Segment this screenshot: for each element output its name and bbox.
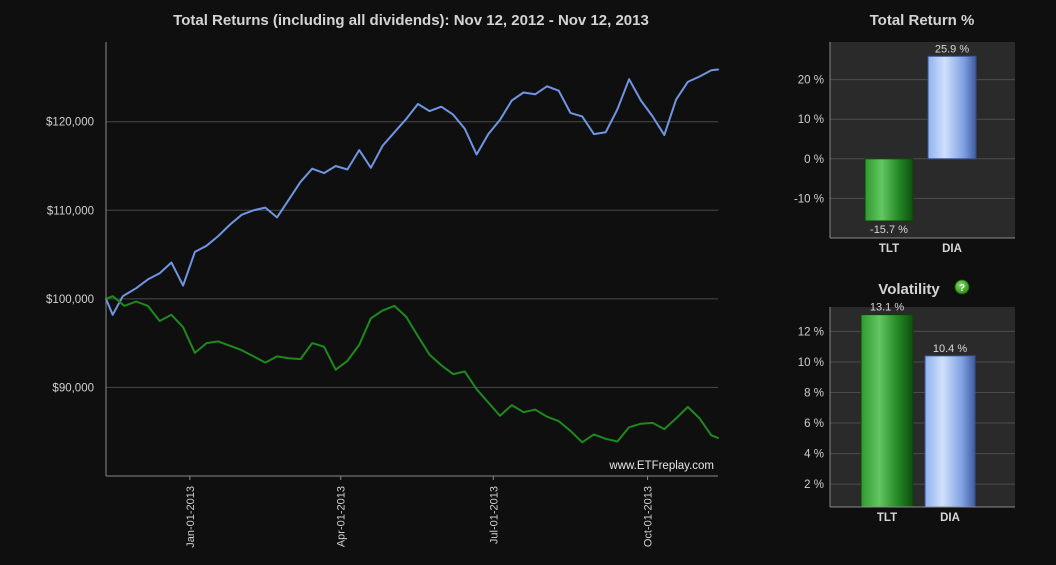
- line-chart-series: [105, 68, 719, 444]
- vol-category-label: TLT: [877, 512, 897, 524]
- svg-text:?: ?: [959, 283, 965, 294]
- tr-y-tick-label: 0 %: [804, 154, 824, 166]
- vol-category-label: DIA: [940, 512, 960, 524]
- total-return-plot-bg: [830, 42, 1015, 238]
- vol-value-label: 10.4 %: [933, 343, 967, 355]
- line-chart-y-tick-label: $100,000: [46, 294, 94, 306]
- volatility-chart: Volatility ? 12 % 10 % 8 % 6 % 4 % 2 % 13.1 %…: [798, 279, 1015, 524]
- tr-value-label: -15.7 %: [870, 224, 908, 236]
- vol-y-tick-label: 8 %: [804, 387, 824, 399]
- tr-y-tick-label: -10 %: [794, 193, 824, 205]
- vol-y-tick-label: 2 %: [804, 479, 824, 491]
- tr-category-label: TLT: [879, 243, 899, 255]
- volatility-plot-bg: [830, 307, 1015, 507]
- tr-y-tick-label: 20 %: [798, 75, 824, 87]
- vol-bar-dia: [924, 355, 976, 508]
- line-chart-x-tick-label: Apr-01-2013: [336, 486, 348, 547]
- tr-value-label: 25.9 %: [935, 43, 969, 55]
- total-return-chart: Total Return % 20 % 10 % 0 % -10 % -15.7 % T…: [794, 12, 1015, 255]
- total-return-title: Total Return %: [870, 12, 975, 29]
- line-chart-x-tick-label: Jan-01-2013: [185, 486, 197, 548]
- total-return-y-ticks: 20 % 10 % 0 % -10 %: [794, 75, 824, 206]
- tr-y-tick-label: 10 %: [798, 114, 824, 126]
- series-line-1: [105, 68, 719, 316]
- line-chart-x-ticks: Jan-01-2013 Apr-01-2013 Jul-01-2013 Oct-01-…: [185, 476, 655, 548]
- vol-bar-tlt: [860, 314, 914, 508]
- line-chart-y-tick-label: $90,000: [52, 382, 94, 394]
- series-line-2: [105, 295, 719, 444]
- tr-bar-dia: [927, 55, 977, 160]
- vol-value-label: 13.1 %: [870, 302, 904, 314]
- total-return-gridlines: [830, 79, 1015, 199]
- line-chart-gridlines: [106, 121, 718, 388]
- vol-y-tick-label: 12 %: [798, 326, 824, 338]
- volatility-title: Volatility: [878, 281, 940, 298]
- tr-bar-tlt: [864, 158, 914, 222]
- volatility-bars: 13.1 % TLT 10.4 % DIA: [860, 302, 976, 524]
- total-return-bars: -15.7 % TLT 25.9 % DIA: [864, 43, 977, 255]
- tr-category-label: DIA: [942, 243, 962, 255]
- vol-y-tick-label: 10 %: [798, 357, 824, 369]
- vol-y-tick-label: 4 %: [804, 449, 824, 461]
- help-icon[interactable]: ?: [954, 279, 970, 295]
- line-chart-x-tick-label: Oct-01-2013: [643, 486, 655, 547]
- vol-y-tick-label: 6 %: [804, 418, 824, 430]
- line-chart-y-tick-label: $110,000: [47, 205, 94, 217]
- watermark: www.ETFreplay.com: [608, 460, 714, 472]
- volatility-y-ticks: 12 % 10 % 8 % 6 % 4 % 2 %: [798, 326, 824, 491]
- line-chart-y-tick-label: $120,000: [46, 117, 94, 129]
- line-chart: Total Returns (including all dividends):…: [46, 12, 719, 548]
- line-chart-x-tick-label: Jul-01-2013: [488, 486, 500, 544]
- line-chart-title: Total Returns (including all dividends):…: [173, 12, 649, 29]
- line-chart-y-ticks: $90,000 $100,000 $110,000 $120,000: [46, 117, 94, 395]
